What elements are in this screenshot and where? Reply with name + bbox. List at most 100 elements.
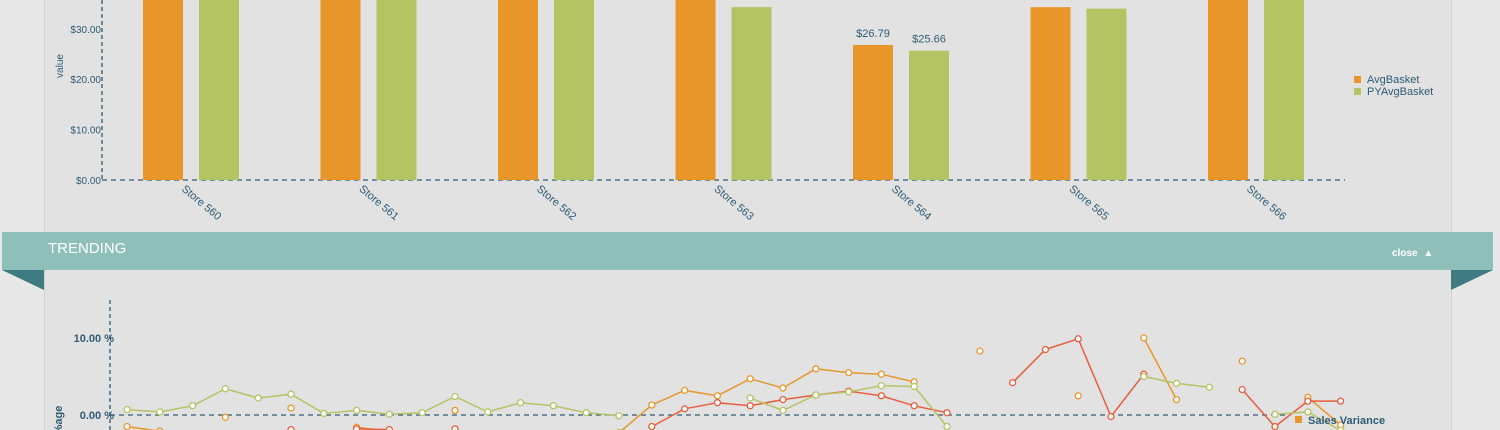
- data-point: [287, 425, 295, 430]
- x-tick-label: Store 563: [712, 183, 756, 223]
- data-point: [385, 410, 394, 418]
- legend-swatch: [1354, 76, 1361, 83]
- data-point: [123, 422, 131, 430]
- bar: [199, 0, 239, 181]
- data-point: [1074, 392, 1082, 400]
- legend-label: Sales Variance: [1308, 415, 1385, 427]
- data-point: [1172, 379, 1181, 388]
- legend-label: PYAvgBasket: [1367, 86, 1433, 98]
- data-point: [484, 408, 492, 416]
- data-point: [254, 394, 262, 402]
- data-point: [1140, 334, 1148, 342]
- data-point: [1238, 357, 1246, 365]
- data-point: [451, 425, 459, 430]
- data-point: [385, 425, 394, 430]
- data-point: [877, 392, 886, 400]
- data-point: [943, 409, 951, 417]
- ribbon-fold-right: [1451, 270, 1493, 290]
- data-point: [976, 347, 984, 355]
- y-tick-label: $0.00: [76, 176, 101, 187]
- data-point: [680, 405, 689, 413]
- data-point: [648, 422, 656, 430]
- bar: [1264, 0, 1304, 181]
- bar: [675, 0, 716, 181]
- bar-chart: $0.00 $10.00 $20.00 $30.00 value Store 560 Sto…: [55, 0, 1433, 223]
- line-chart: 10.00 % 0.00 % %age Sales Variance: [53, 300, 1385, 430]
- data-label: $25.66: [912, 34, 946, 46]
- series-line: [126, 337, 1342, 430]
- data-point: [352, 406, 361, 415]
- series-line: [126, 375, 1341, 430]
- trending-header: [2, 232, 1493, 270]
- data-point: [221, 385, 230, 393]
- data-point: [943, 422, 951, 430]
- data-label: $26.79: [856, 28, 890, 40]
- y-tick-label: $10.00: [70, 126, 101, 137]
- data-point: [713, 399, 722, 407]
- data-point: [1304, 397, 1312, 405]
- data-point: [615, 412, 623, 420]
- y-tick-label: $20.00: [70, 75, 101, 86]
- series-line: [356, 337, 1341, 430]
- data-point: [287, 390, 295, 398]
- close-button[interactable]: close ▲: [1392, 248, 1433, 259]
- data-point: [451, 406, 459, 415]
- data-point: [877, 382, 886, 390]
- bar: [498, 0, 538, 181]
- bar: [554, 0, 594, 181]
- data-point: [779, 384, 787, 392]
- data-point: [1140, 372, 1148, 381]
- data-point: [779, 395, 787, 404]
- data-point: [549, 402, 558, 410]
- x-tick-label: Store 565: [1067, 183, 1111, 223]
- data-point: [746, 402, 754, 410]
- close-label: close: [1392, 248, 1418, 259]
- bar: [1208, 0, 1248, 181]
- data-point: [746, 375, 754, 383]
- x-tick-label: Store 560: [179, 183, 223, 223]
- data-point: [582, 409, 590, 417]
- data-point: [1304, 408, 1312, 416]
- data-point: [1271, 422, 1279, 430]
- data-point: [648, 401, 656, 409]
- data-point: [1107, 412, 1115, 421]
- data-point: [844, 388, 853, 396]
- data-point: [1238, 385, 1246, 394]
- data-point: [516, 399, 525, 407]
- data-point: [844, 369, 853, 377]
- data-point: [1041, 345, 1050, 354]
- bar: [1030, 7, 1071, 180]
- data-point: [910, 402, 918, 410]
- bar: [731, 7, 772, 180]
- data-point: [221, 413, 230, 421]
- data-point: [188, 402, 197, 410]
- y-axis-label: %age: [53, 406, 65, 430]
- data-point: [320, 409, 328, 418]
- x-tick-label: Store 562: [534, 183, 578, 223]
- y-tick-label: $30.00: [70, 25, 101, 36]
- data-point: [123, 405, 131, 414]
- data-point: [1271, 410, 1279, 418]
- legend-swatch: [1295, 416, 1302, 423]
- data-point: [746, 394, 754, 402]
- bar: [853, 44, 893, 181]
- data-point: [779, 406, 787, 415]
- x-tick-label: Store 566: [1244, 183, 1288, 223]
- data-point: [1336, 426, 1345, 430]
- data-point: [1074, 335, 1082, 343]
- triangle-up-icon: ▲: [1423, 248, 1434, 259]
- data-point: [451, 392, 459, 401]
- legend-label: AvgBasket: [1367, 74, 1419, 86]
- legend-swatch: [1354, 88, 1361, 95]
- x-tick-label: Store 564: [889, 183, 933, 223]
- data-point: [713, 392, 722, 400]
- bar: [320, 0, 361, 181]
- data-point: [1336, 397, 1345, 405]
- bar: [376, 0, 417, 181]
- data-point: [1172, 395, 1181, 404]
- bar: [143, 0, 183, 181]
- data-point: [287, 404, 295, 412]
- bar: [1086, 8, 1127, 181]
- data-point: [812, 391, 820, 399]
- x-tick-label: Store 561: [357, 183, 401, 223]
